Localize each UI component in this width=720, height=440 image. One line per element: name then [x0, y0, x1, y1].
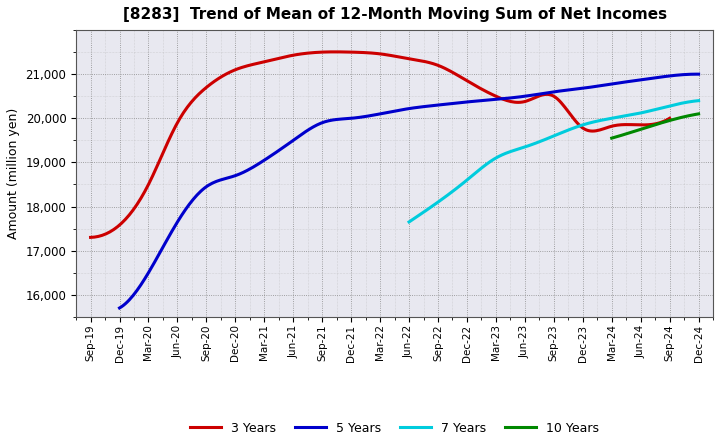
- Title: [8283]  Trend of Mean of 12-Month Moving Sum of Net Incomes: [8283] Trend of Mean of 12-Month Moving …: [122, 7, 667, 22]
- Legend: 3 Years, 5 Years, 7 Years, 10 Years: 3 Years, 5 Years, 7 Years, 10 Years: [185, 417, 604, 440]
- Y-axis label: Amount (million yen): Amount (million yen): [7, 108, 20, 239]
